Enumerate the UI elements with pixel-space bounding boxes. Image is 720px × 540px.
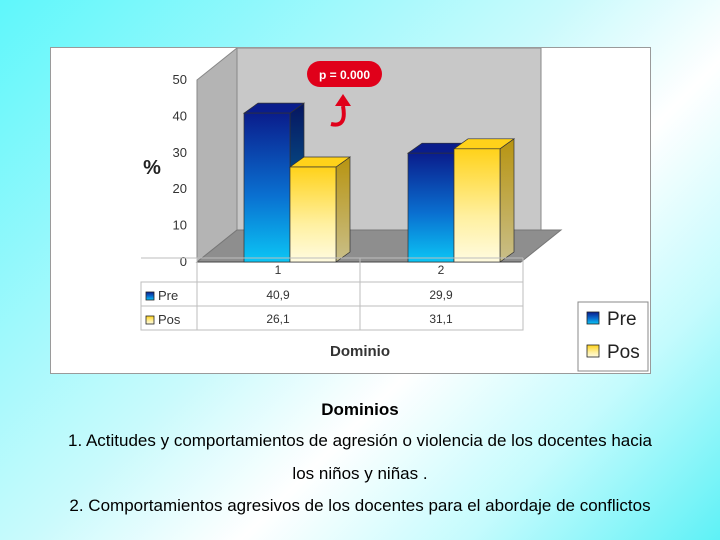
- legend-label-pre: Pre: [607, 309, 637, 330]
- y-tick-label: 10: [173, 218, 187, 233]
- table-legend-key-pre: [145, 291, 155, 301]
- table-cell-pre-2: 29,9: [429, 288, 453, 302]
- y-tick-label: 0: [180, 254, 187, 269]
- legend-label-pos: Pos: [607, 342, 640, 363]
- x-axis-title: Dominio: [330, 343, 390, 360]
- caption-title: Dominios: [321, 400, 399, 419]
- caption-line-1-continued: los niños y niñas .: [292, 464, 428, 483]
- p-value-label: p = 0.000: [319, 68, 370, 82]
- caption-line-1: 1. Actitudes y comportamientos de agresi…: [67, 431, 652, 450]
- y-tick-label: 50: [173, 72, 187, 87]
- table-cell-pre-1: 40,9: [266, 288, 290, 302]
- y-tick-label: 30: [173, 145, 187, 160]
- bar-chart: 0 10 20 30 40 50 % p = 0.000 1 2 Pre Pos: [140, 48, 649, 372]
- table-series-label-pre: Pre: [158, 288, 178, 303]
- bar-side-pos-2: [499, 138, 515, 263]
- y-tick-label: 40: [173, 108, 187, 123]
- caption-line-2: 2. Comportamientos agresivos de los doce…: [69, 496, 651, 515]
- x-tick-label-2: 2: [438, 263, 445, 277]
- legend: Pre Pos: [577, 301, 649, 372]
- chart-frame: 0 10 20 30 40 50 % p = 0.000 1 2 Pre Pos: [50, 47, 651, 374]
- table-cell-pos-2: 31,1: [429, 312, 453, 326]
- p-value-annotation: p = 0.000: [307, 61, 382, 127]
- bar-pre-2: [407, 152, 455, 263]
- bar-pos-2: [453, 148, 501, 263]
- table-legend-key-pos: [145, 315, 155, 325]
- bar-pos-1: [289, 166, 337, 263]
- table-series-label-pos: Pos: [158, 312, 181, 327]
- data-table: 1 2 Pre Pos 40,9 29,9 26,1 31,1: [140, 257, 524, 331]
- legend-key-pre: [586, 311, 600, 325]
- bars: [242, 102, 516, 263]
- bar-side-pos-1: [335, 156, 351, 263]
- curved-arrow-icon: [330, 105, 346, 127]
- plot-side-wall: [196, 48, 238, 264]
- bar-pre-1: [243, 112, 291, 263]
- y-axis-title: %: [143, 157, 161, 179]
- p-value-badge: [307, 61, 382, 87]
- x-tick-label-1: 1: [275, 263, 282, 277]
- y-tick-label: 20: [173, 181, 187, 196]
- arrow-head-icon: [335, 94, 351, 106]
- table-cell-pos-1: 26,1: [266, 312, 290, 326]
- y-axis: 0 10 20 30 40 50: [173, 72, 187, 269]
- legend-key-pos: [586, 344, 600, 358]
